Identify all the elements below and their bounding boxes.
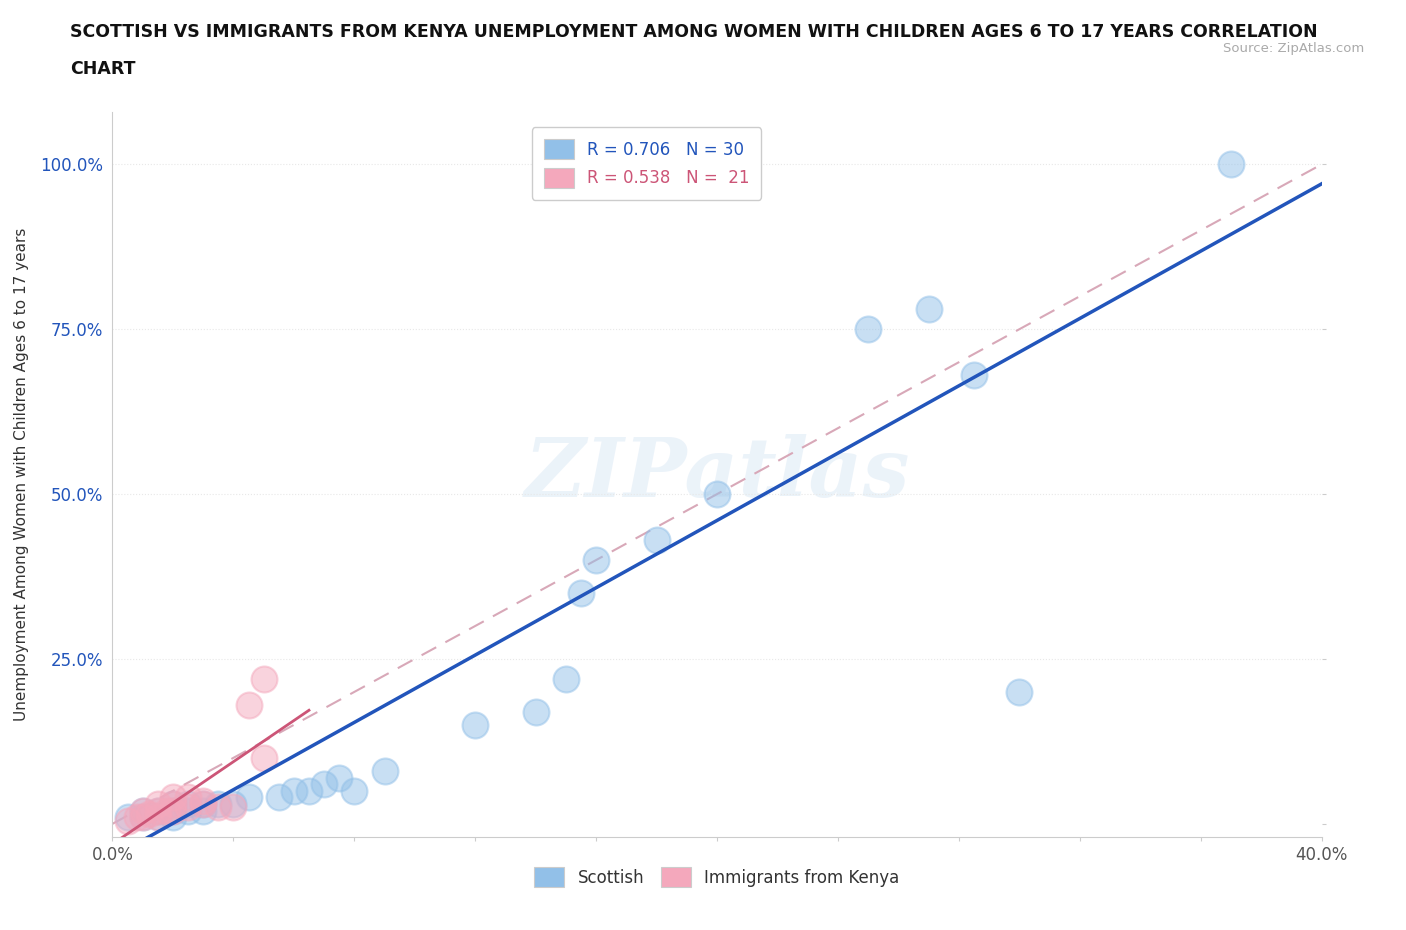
Point xyxy=(146,804,169,818)
Point xyxy=(146,810,169,825)
Point xyxy=(162,804,184,818)
Point xyxy=(162,790,184,804)
Point xyxy=(132,810,155,825)
Point xyxy=(191,804,214,818)
Point xyxy=(253,751,276,765)
Point xyxy=(253,671,276,686)
Point xyxy=(117,813,139,828)
Point xyxy=(238,790,260,804)
Point xyxy=(554,671,576,686)
Point xyxy=(207,797,229,812)
Point xyxy=(132,804,155,818)
Point xyxy=(1220,157,1243,172)
Point xyxy=(569,586,592,601)
Point xyxy=(569,157,592,172)
Point xyxy=(963,368,986,383)
Point xyxy=(283,783,305,798)
Point xyxy=(207,800,229,815)
Point xyxy=(191,797,214,812)
Point xyxy=(191,797,214,812)
Point xyxy=(918,302,941,317)
Point xyxy=(177,790,200,804)
Point xyxy=(146,804,169,818)
Point xyxy=(156,804,179,818)
Point xyxy=(267,790,290,804)
Point xyxy=(645,533,668,548)
Point xyxy=(117,810,139,825)
Point xyxy=(298,783,321,798)
Point xyxy=(524,704,547,719)
Point xyxy=(162,797,184,812)
Point xyxy=(132,810,155,825)
Point xyxy=(177,804,200,818)
Text: SCOTTISH VS IMMIGRANTS FROM KENYA UNEMPLOYMENT AMONG WOMEN WITH CHILDREN AGES 6 : SCOTTISH VS IMMIGRANTS FROM KENYA UNEMPL… xyxy=(70,23,1317,41)
Text: Source: ZipAtlas.com: Source: ZipAtlas.com xyxy=(1223,42,1364,55)
Point xyxy=(146,797,169,812)
Point xyxy=(1008,684,1031,699)
Point xyxy=(222,800,245,815)
Text: CHART: CHART xyxy=(70,60,136,78)
Legend: Scottish, Immigrants from Kenya: Scottish, Immigrants from Kenya xyxy=(527,860,907,894)
Text: ZIPatlas: ZIPatlas xyxy=(524,434,910,514)
Point xyxy=(328,770,350,785)
Point xyxy=(132,804,155,818)
Point xyxy=(191,793,214,808)
Point xyxy=(162,797,184,812)
Point xyxy=(706,486,728,501)
Point xyxy=(343,783,366,798)
Point xyxy=(177,800,200,815)
Point xyxy=(162,810,184,825)
Point xyxy=(146,810,169,825)
Point xyxy=(222,797,245,812)
Point xyxy=(162,804,184,818)
Point xyxy=(177,797,200,812)
Point xyxy=(374,764,396,778)
Point xyxy=(464,717,486,732)
Point xyxy=(585,552,607,567)
Y-axis label: Unemployment Among Women with Children Ages 6 to 17 years: Unemployment Among Women with Children A… xyxy=(14,228,30,721)
Point xyxy=(314,777,336,791)
Point xyxy=(138,806,160,821)
Point xyxy=(238,698,260,712)
Point xyxy=(125,810,148,825)
Point xyxy=(856,322,880,337)
